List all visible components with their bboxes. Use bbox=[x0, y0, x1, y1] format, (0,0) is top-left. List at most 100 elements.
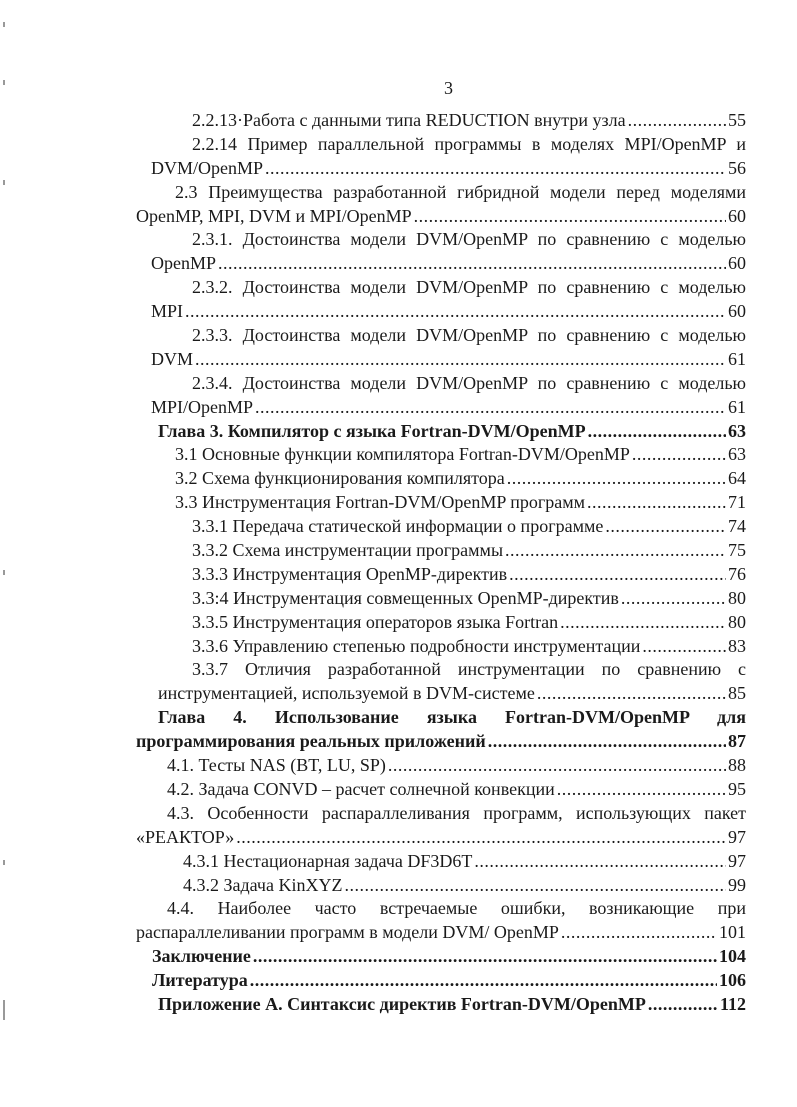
toc-entry-continuation[interactable]: DVM 61 bbox=[0, 348, 746, 372]
toc-page-number: 75 bbox=[728, 540, 746, 561]
toc-entry-title-cont: MPI/OpenMP bbox=[151, 396, 254, 417]
toc-entry-title: 3.3.5 Инструментация операторов языка Fo… bbox=[192, 611, 559, 632]
toc-entry[interactable]: 4.4. Наиболее часто встречаемые ошибки, … bbox=[0, 897, 746, 921]
toc-page-number: 55 bbox=[728, 110, 746, 130]
toc-entry-title-cont: OpenMP, MPI, DVM и MPI/OpenMP bbox=[136, 205, 412, 226]
toc-entry[interactable]: 3.3.2 Схема инструментации программы 75 bbox=[0, 539, 746, 563]
toc-entry[interactable]: 2.3.3. Достоинства модели DVM/OpenMP по … bbox=[0, 324, 746, 348]
toc-entry[interactable]: 3.3.7 Отличия разработанной инструментац… bbox=[0, 658, 746, 682]
toc-entry-title: 3.3.7 Отличия разработанной инструментац… bbox=[192, 659, 746, 680]
dot-leader bbox=[236, 826, 726, 850]
toc-page-number: 60 bbox=[728, 205, 746, 226]
toc-entry[interactable]: 2.3 Преимущества разработанной гибридной… bbox=[0, 181, 746, 205]
toc-entry[interactable]: 4.3.1 Нестационарная задача DF3D6T 97 bbox=[0, 850, 746, 874]
toc-entry[interactable]: 3.3.5 Инструментация операторов языка Fo… bbox=[0, 611, 746, 635]
toc-entry-continuation[interactable]: MPI 60 bbox=[0, 300, 746, 324]
dot-leader bbox=[557, 778, 726, 802]
toc-entry-title-cont: «РЕАКТОР» bbox=[136, 826, 235, 847]
toc-entry-title: 4.3. Особенности распараллеливания прогр… bbox=[167, 802, 746, 823]
toc-page-number: 61 bbox=[728, 348, 746, 369]
toc-page-number: 87 bbox=[728, 731, 746, 752]
dot-leader bbox=[588, 420, 726, 444]
toc-entry[interactable]: 3.3.1 Передача статической информации о … bbox=[0, 515, 746, 539]
toc-entry[interactable]: 3.3.6 Управлению степенью подробности ин… bbox=[0, 635, 746, 659]
toc-entry[interactable]: 4.3. Особенности распараллеливания прогр… bbox=[0, 802, 746, 826]
toc-page-number: 60 bbox=[728, 253, 746, 274]
toc-entry[interactable]: Литература 106 bbox=[0, 969, 746, 993]
dot-leader bbox=[255, 396, 726, 420]
toc-entry-title-cont: DVM bbox=[151, 348, 194, 369]
toc-entry-continuation[interactable]: DVM/OpenMP 56 bbox=[0, 157, 746, 181]
toc-entry-title: 3.3.1 Передача статической информации о … bbox=[192, 516, 604, 537]
scan-mark bbox=[3, 80, 5, 85]
toc-entry-title: 4.3.1 Нестационарная задача DF3D6T bbox=[183, 850, 473, 871]
toc-page-number: 63 bbox=[728, 444, 746, 465]
toc-entry[interactable]: 4.2. Задача CONVD – расчет солнечной кон… bbox=[0, 778, 746, 802]
toc-entry[interactable]: 2.2.13·Работа с данными типа REDUCTION в… bbox=[0, 109, 746, 133]
toc-entry-title: 2.3.4. Достоинства модели DVM/OpenMP по … bbox=[192, 372, 746, 393]
toc-entry-title: 4.3.2 Задача KinXYZ bbox=[183, 874, 343, 895]
toc-entry-continuation[interactable]: «РЕАКТОР» 97 bbox=[0, 826, 746, 850]
toc-entry-continuation[interactable]: OpenMP 60 bbox=[0, 252, 746, 276]
toc-entry-title: Литература bbox=[152, 970, 248, 991]
toc-entry-title-cont: DVM/OpenMP bbox=[151, 157, 264, 178]
dot-leader bbox=[537, 682, 726, 706]
dot-leader bbox=[250, 969, 717, 993]
toc-entry[interactable]: Глава 4. Использование языка Fortran-DVM… bbox=[0, 706, 746, 730]
toc-entry-title: 2.2.13·Работа с данными типа REDUCTION в… bbox=[192, 110, 626, 130]
toc-entry[interactable]: 3.3.3 Инструментация OpenMP-директив 76 bbox=[0, 563, 746, 587]
toc-entry-title: 4.2. Задача CONVD – расчет солнечной кон… bbox=[167, 778, 555, 799]
toc-page-number: 97 bbox=[728, 826, 746, 847]
toc-entry-title: 3.3 Инструментация Fortran-DVM/OpenMP пр… bbox=[175, 492, 585, 513]
toc-page-number: 80 bbox=[728, 587, 746, 608]
toc-entry-continuation[interactable]: программирования реальных приложений 87 bbox=[0, 730, 746, 754]
toc-entry[interactable]: 2.3.1. Достоинства модели DVM/OpenMP по … bbox=[0, 228, 746, 252]
toc-page-number: 61 bbox=[728, 396, 746, 417]
toc-entry[interactable]: Приложение А. Синтаксис директив Fortran… bbox=[0, 993, 746, 1017]
scan-mark bbox=[3, 1000, 5, 1020]
toc-page-number: 83 bbox=[728, 635, 746, 656]
toc-entry-title: Заключение bbox=[152, 946, 251, 967]
toc-entry[interactable]: 4.1. Тесты NAS (BT, LU, SP) 88 bbox=[0, 754, 746, 778]
toc-entry-title: 3.3.6 Управлению степенью подробности ин… bbox=[192, 635, 641, 656]
toc-page-number: 63 bbox=[728, 420, 746, 441]
toc-page-number: 74 bbox=[728, 516, 746, 537]
scan-mark bbox=[3, 22, 5, 27]
toc-entry-title: 2.3.3. Достоинства модели DVM/OpenMP по … bbox=[192, 325, 746, 346]
toc-entry-continuation[interactable]: распараллеливании программ в модели DVM/… bbox=[0, 921, 746, 945]
toc-entry[interactable]: Заключение 104 bbox=[0, 945, 746, 969]
toc-entry-title: 3.3:4 Инструментация совмещенных OpenMP-… bbox=[192, 587, 619, 608]
toc-page-number: 56 bbox=[728, 157, 746, 178]
toc-entry[interactable]: 4.3.2 Задача KinXYZ 99 bbox=[0, 874, 746, 898]
toc-entry-title: Приложение А. Синтаксис директив Fortran… bbox=[158, 993, 646, 1014]
toc-entry-title-cont: распараллеливании программ в модели DVM/… bbox=[136, 922, 559, 943]
toc-entry-title: 2.2.14 Пример параллельной программы в м… bbox=[192, 133, 746, 154]
toc-entry[interactable]: 3.1 Основные функции компилятора Fortran… bbox=[0, 443, 746, 467]
toc-entry-continuation[interactable]: MPI/OpenMP 61 bbox=[0, 396, 746, 420]
toc-entry[interactable]: 2.3.4. Достоинства модели DVM/OpenMP по … bbox=[0, 372, 746, 396]
toc-entry[interactable]: 2.2.14 Пример параллельной программы в м… bbox=[0, 133, 746, 157]
toc-entry-title: 2.3.2. Достоинства модели DVM/OpenMP по … bbox=[192, 277, 746, 298]
dot-leader bbox=[344, 874, 726, 898]
dot-leader bbox=[509, 563, 726, 587]
page-number: 3 bbox=[444, 78, 453, 98]
toc-entry[interactable]: 3.3:4 Инструментация совмещенных OpenMP-… bbox=[0, 587, 746, 611]
scan-mark bbox=[3, 180, 5, 185]
toc-entry-title: Глава 3. Компилятор с языка Fortran-DVM/… bbox=[158, 420, 586, 441]
toc-entry-continuation[interactable]: OpenMP, MPI, DVM и MPI/OpenMP 60 bbox=[0, 205, 746, 229]
dot-leader bbox=[642, 635, 726, 659]
toc-page-number: 104 bbox=[719, 946, 746, 967]
toc-entry-title: Глава 4. Использование языка Fortran-DVM… bbox=[158, 707, 746, 728]
dot-leader bbox=[628, 109, 726, 133]
dot-leader bbox=[474, 850, 726, 874]
toc-entry[interactable]: Глава 3. Компилятор с языка Fortran-DVM/… bbox=[0, 420, 746, 444]
dot-leader bbox=[218, 252, 726, 276]
toc-entry[interactable]: 3.3 Инструментация Fortran-DVM/OpenMP пр… bbox=[0, 491, 746, 515]
toc-page-number: 88 bbox=[728, 755, 746, 776]
table-of-contents: 2.2.13·Работа с данными типа REDUCTION в… bbox=[0, 109, 746, 1017]
toc-entry[interactable]: 2.3.2. Достоинства модели DVM/OpenMP по … bbox=[0, 276, 746, 300]
dot-leader bbox=[414, 205, 726, 229]
toc-entry[interactable]: 3.2 Схема функционирования компилятора 64 bbox=[0, 467, 746, 491]
toc-entry-continuation[interactable]: инструментацией, используемой в DVM-сист… bbox=[0, 682, 746, 706]
toc-entry-title: 2.3 Преимущества разработанной гибридной… bbox=[175, 181, 746, 202]
